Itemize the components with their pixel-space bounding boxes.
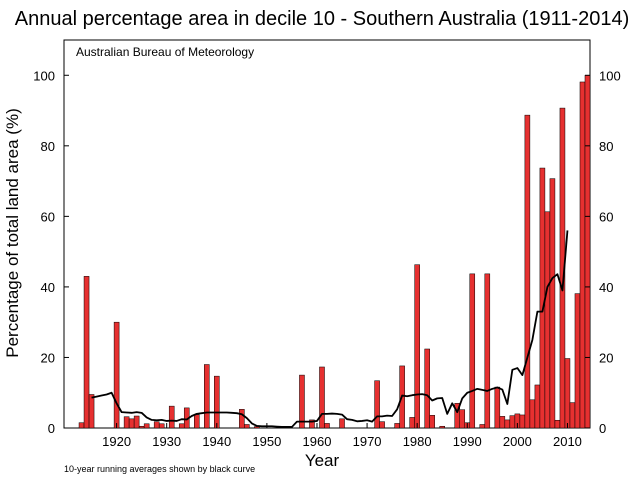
bar: [494, 386, 501, 429]
bar: [138, 425, 145, 429]
bar: [524, 114, 531, 429]
bar: [579, 81, 586, 429]
bar: [554, 419, 561, 429]
y-tick-label-right: 0: [599, 421, 606, 436]
bar: [379, 421, 385, 429]
bar: [143, 423, 150, 429]
bar: [178, 423, 185, 429]
y-tick-label-right: 80: [599, 139, 613, 154]
bar: [539, 167, 546, 429]
bar: [244, 424, 250, 429]
bar: [569, 402, 576, 429]
bar: [459, 409, 466, 429]
bar: [564, 358, 571, 429]
bar: [469, 273, 476, 429]
bar: [153, 421, 160, 429]
x-tick-label: 1990: [453, 434, 482, 449]
plot-frame: [63, 39, 591, 429]
y-tick-label-right: 40: [599, 280, 613, 295]
bar: [309, 419, 315, 429]
bar: [574, 293, 581, 429]
bar: [504, 419, 511, 429]
bar: [339, 418, 345, 429]
y-tick-label-left: 100: [33, 68, 55, 83]
x-axis-label: Year: [305, 451, 340, 470]
running-average-group: [91, 230, 569, 428]
bar: [439, 425, 445, 429]
bar: [78, 422, 85, 429]
bar: [414, 264, 420, 429]
bar: [544, 211, 551, 429]
bar: [204, 364, 210, 429]
bar: [499, 416, 506, 429]
y-tick-label-left: 80: [41, 139, 55, 154]
x-tick-label: 1940: [202, 434, 231, 449]
bar: [324, 423, 330, 429]
y-tick-label-right: 20: [599, 350, 613, 365]
x-tick-label: 1950: [252, 434, 281, 449]
source-label: Australian Bureau of Meteorology: [76, 45, 254, 59]
x-tick-label: 1930: [152, 434, 181, 449]
bar: [509, 415, 516, 429]
bar: [374, 380, 380, 429]
bar: [299, 374, 305, 429]
x-tick-label: 1920: [102, 434, 131, 449]
bar: [113, 321, 120, 429]
x-tick-label: 1970: [353, 434, 382, 449]
bar: [158, 423, 165, 429]
bar: [123, 416, 130, 429]
y-tick-label-left: 0: [48, 421, 55, 436]
y-tick-label-left: 20: [41, 350, 55, 365]
bar: [168, 405, 175, 429]
bar: [519, 414, 526, 429]
x-tick-label: 2000: [503, 434, 532, 449]
bar: [409, 417, 415, 429]
bar: [429, 415, 435, 429]
bar: [83, 276, 90, 429]
ticks-group: 0 0 20 20 40 40 60 60 80 80 100 100 1920 1930 1940 1950…: [33, 68, 620, 449]
x-tick-label: 1960: [303, 434, 332, 449]
bar: [319, 366, 325, 429]
bar: [484, 273, 491, 429]
bar: [479, 424, 486, 429]
bar: [549, 178, 556, 429]
y-tick-label-left: 60: [41, 209, 55, 224]
bar: [394, 423, 400, 429]
running-average-line: [91, 230, 569, 428]
bar: [88, 394, 95, 429]
x-tick-label: 1980: [403, 434, 432, 449]
bar: [534, 384, 541, 429]
footnote: 10-year running averages shown by black …: [64, 464, 255, 474]
y-tick-label-left: 40: [41, 280, 55, 295]
bar: [424, 348, 430, 429]
bar: [214, 375, 220, 429]
y-axis-label: Percentage of total land area (%): [3, 108, 22, 357]
bar: [584, 75, 591, 429]
chart-title: Annual percentage area in decile 10 - So…: [15, 8, 629, 30]
bar: [529, 399, 536, 429]
y-tick-label-right: 100: [599, 68, 621, 83]
x-tick-label: 2010: [553, 434, 582, 449]
bar: [133, 415, 140, 429]
bar: [128, 418, 135, 429]
bar: [239, 409, 245, 429]
bar: [194, 414, 200, 429]
y-tick-label-right: 60: [599, 209, 613, 224]
